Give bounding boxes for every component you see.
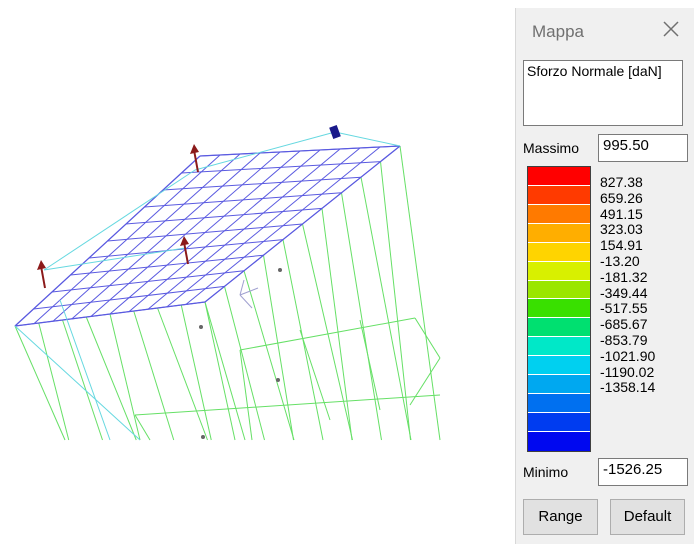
min-label: Minimo [523, 464, 569, 480]
structure-model[interactable] [0, 0, 515, 544]
scale-value: 491.15 [600, 205, 643, 222]
default-button[interactable]: Default [610, 499, 685, 535]
scale-value: -349.44 [600, 284, 648, 301]
scale-swatch [528, 223, 590, 243]
scale-value: -517.55 [600, 300, 648, 317]
map-legend-panel: Mappa Sforzo Normale [daN] Massimo 995.5… [515, 8, 694, 544]
scale-value: 659.26 [600, 189, 643, 206]
quantity-description: Sforzo Normale [daN] [523, 60, 683, 126]
scale-swatch [528, 318, 590, 338]
close-button[interactable] [656, 14, 686, 44]
color-scale-values: 827.38 659.26 491.15 323.03 154.91 -13.20 -181… [600, 174, 656, 396]
range-button[interactable]: Range [523, 499, 598, 535]
scale-swatch [528, 356, 590, 376]
scale-swatch [528, 394, 590, 413]
scale-swatch [528, 431, 590, 451]
scale-value: -13.20 [600, 252, 640, 269]
scale-swatch [528, 280, 590, 300]
scale-value: 827.38 [600, 174, 643, 190]
max-field[interactable]: 995.50 [598, 134, 688, 162]
scale-swatch [528, 204, 590, 224]
scale-swatch [528, 337, 590, 357]
scale-value: 323.03 [600, 221, 643, 238]
scale-value: -1021.90 [600, 347, 656, 364]
close-icon [663, 21, 679, 37]
color-scale [527, 166, 591, 452]
max-label: Massimo [523, 140, 580, 156]
scale-value: 154.91 [600, 237, 643, 254]
scale-value: -1358.14 [600, 379, 656, 396]
scale-swatch [528, 375, 590, 395]
scale-swatch [528, 261, 590, 281]
panel-title: Mappa [532, 22, 584, 41]
scale-swatch [528, 412, 590, 432]
min-field[interactable]: -1526.25 [598, 458, 688, 486]
scale-swatch [528, 185, 590, 205]
scale-swatch [528, 299, 590, 319]
scale-swatch [528, 167, 590, 186]
scale-swatch [528, 242, 590, 262]
scale-value: -181.32 [600, 268, 648, 285]
scale-value: -853.79 [600, 331, 648, 348]
scale-value: -685.67 [600, 316, 648, 333]
3d-viewport[interactable] [0, 0, 515, 544]
scale-value: -1190.02 [600, 363, 655, 380]
